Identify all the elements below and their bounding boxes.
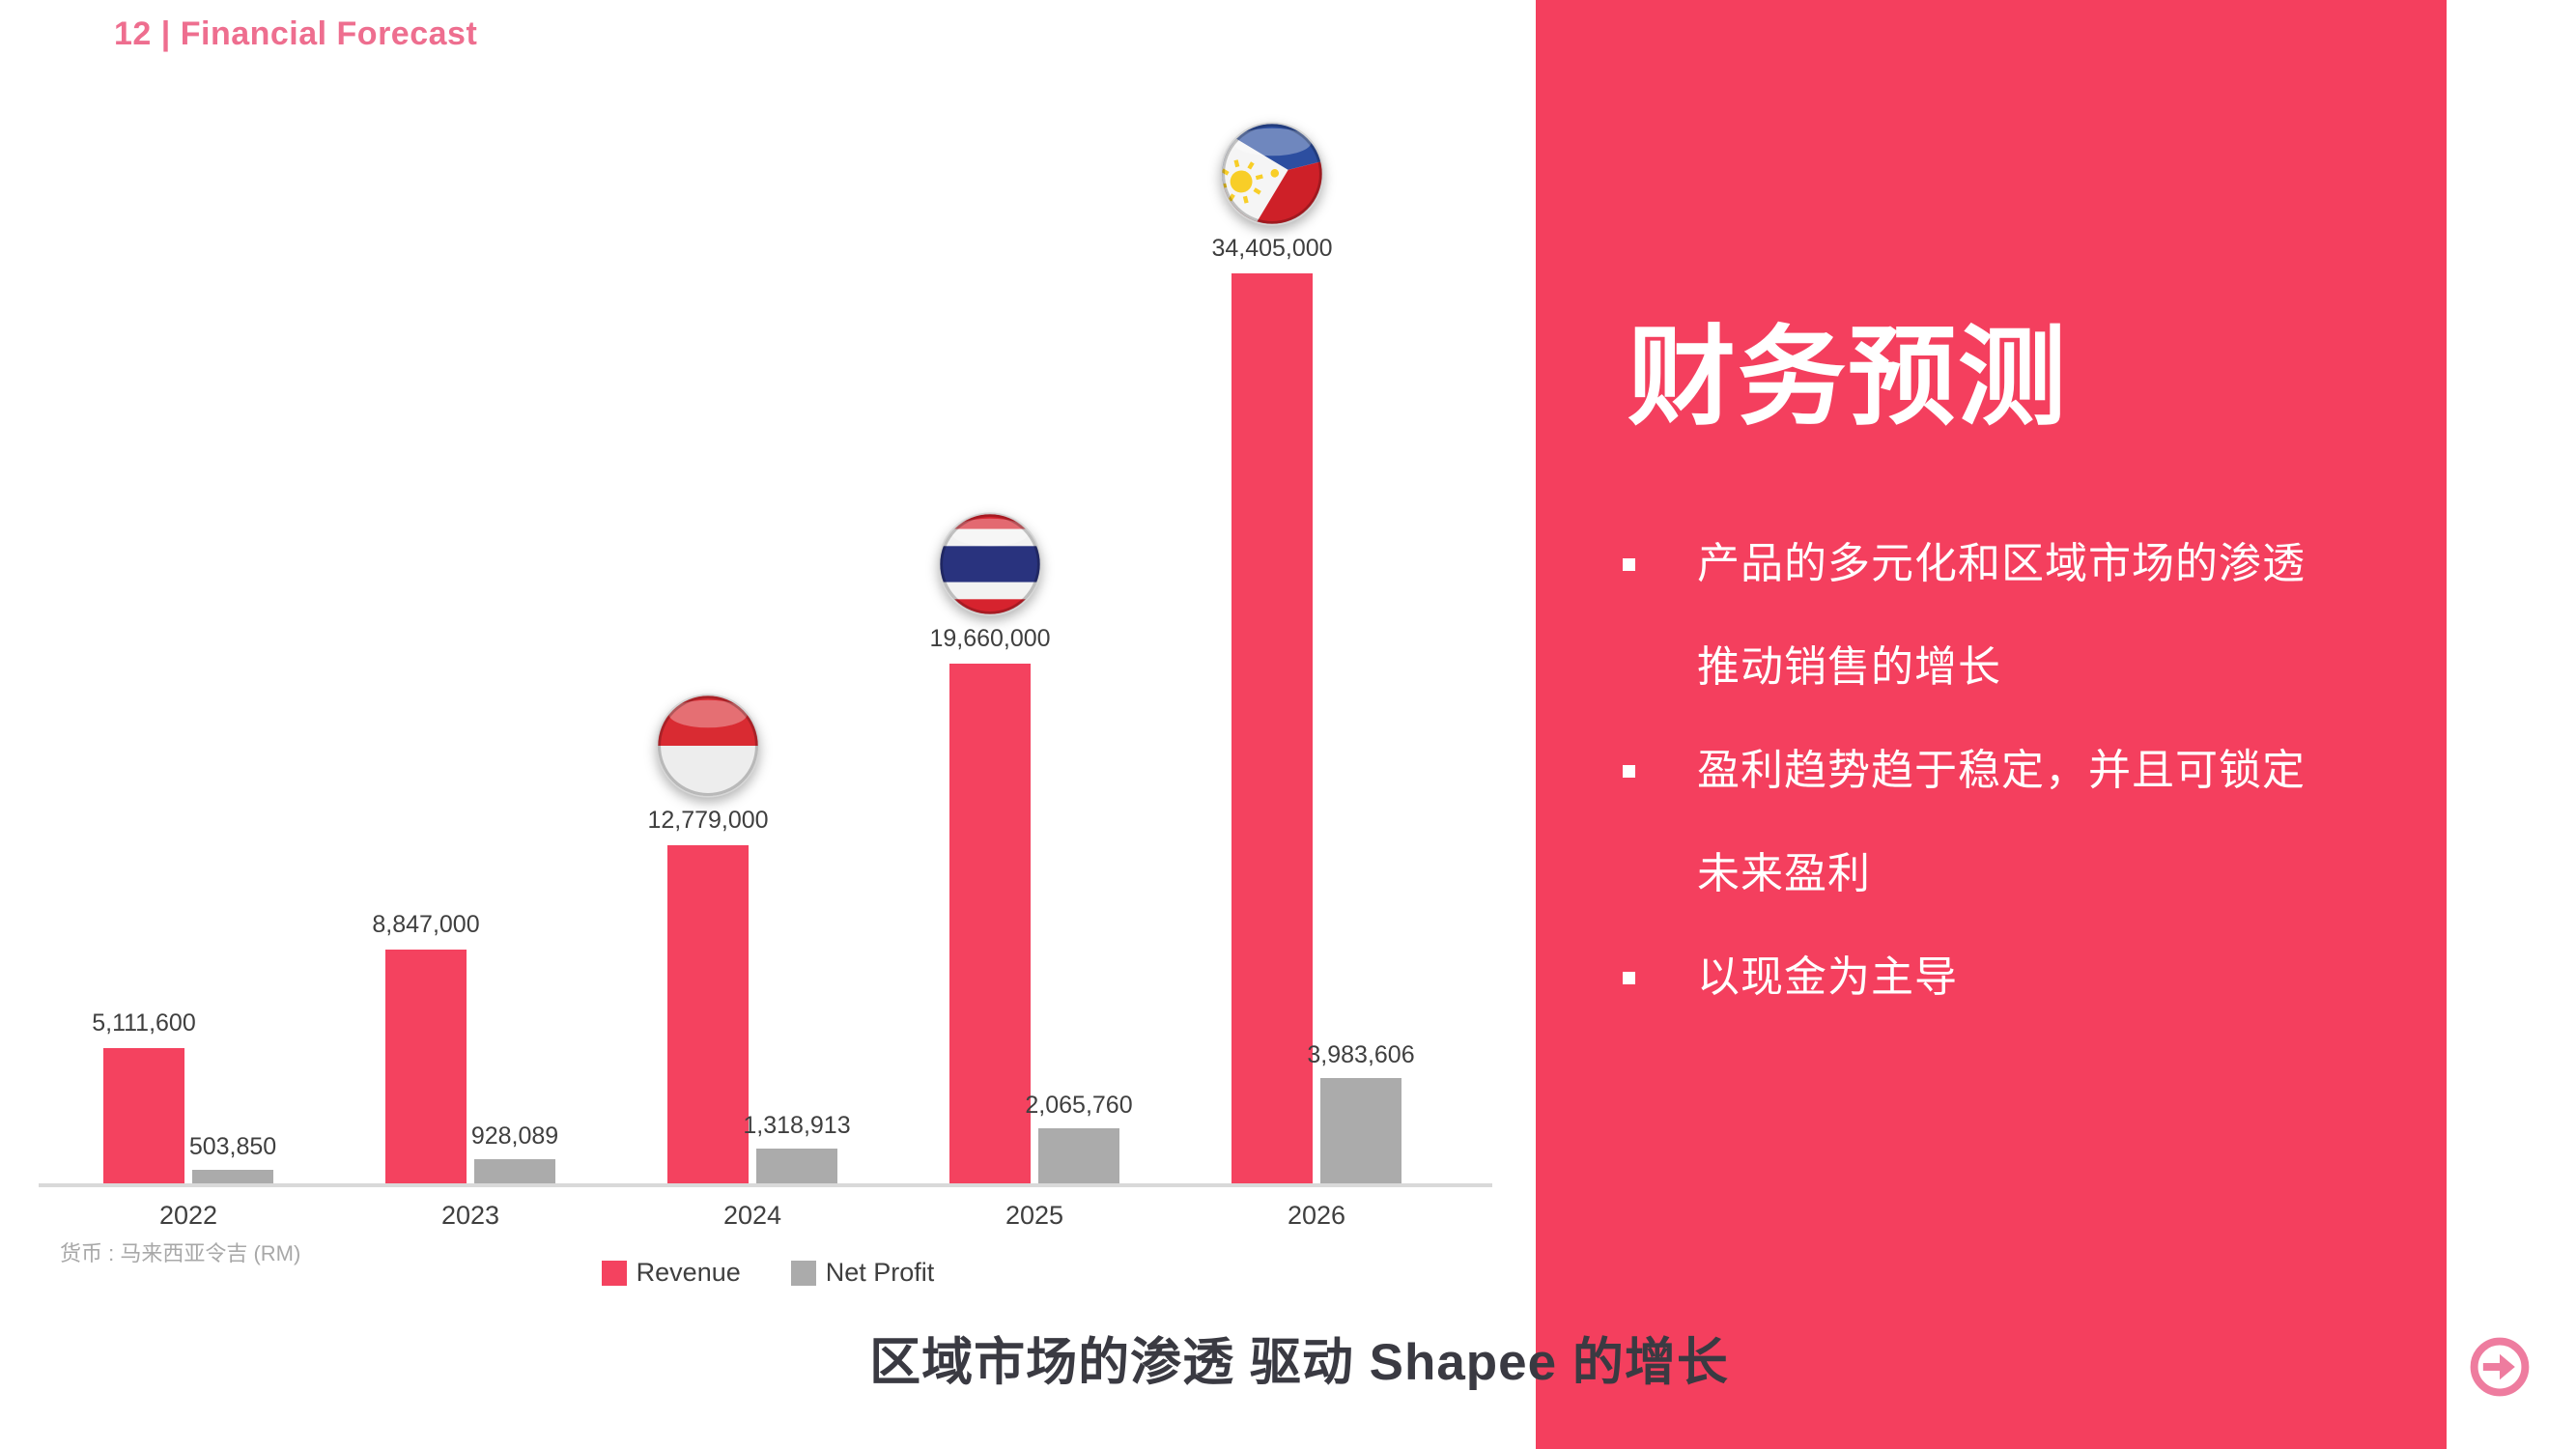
category-label: 2026 [1287, 1201, 1346, 1230]
panel-bullet: 盈利趋势趋于稳定，并且可锁定 未来盈利 [1623, 719, 2405, 925]
revenue-value-label: 12,779,000 [647, 807, 769, 834]
net-profit-value-label: 503,850 [188, 1133, 277, 1160]
panel-bullets: 产品的多元化和区域市场的渗透 推动销售的增长 盈利趋势趋于稳定，并且可锁定 未来盈利以… [1623, 512, 2405, 1029]
bullet-text: 产品的多元化和区域市场的渗透 推动销售的增长 [1697, 512, 2306, 719]
x-axis-line [39, 1183, 1492, 1187]
revenue-value-label: 19,660,000 [929, 625, 1051, 652]
bullet-line: 未来盈利 [1697, 850, 1871, 897]
revenue-bar [1231, 273, 1313, 1183]
net-profit-bar [474, 1159, 555, 1183]
net-profit-bar [1038, 1128, 1119, 1183]
legend-swatch [601, 1260, 627, 1286]
bullet-line: 产品的多元化和区域市场的渗透 [1697, 540, 2306, 587]
next-arrow-icon[interactable] [2468, 1335, 2532, 1399]
category-label: 2023 [440, 1201, 500, 1230]
revenue-value-label: 5,111,600 [92, 1009, 196, 1037]
revenue-value-label: 8,847,000 [372, 911, 480, 938]
net-profit-value-label: 2,065,760 [1025, 1092, 1133, 1119]
category-label: 2024 [722, 1201, 782, 1230]
revenue-bar [949, 664, 1031, 1183]
revenue-bar [103, 1048, 184, 1183]
net-profit-value-label: 1,318,913 [743, 1112, 851, 1139]
revenue-bar [667, 845, 749, 1183]
panel-title: 财务预测 [1628, 317, 2068, 438]
legend-label: Net Profit [825, 1258, 935, 1287]
chart-legend: Revenue Net Profit [0, 1258, 1536, 1288]
net-profit-value-label: 928,089 [470, 1122, 559, 1150]
philippines-flag-icon [1219, 121, 1325, 227]
legend-item-net-profit: Net Profit [790, 1258, 935, 1288]
bullet-text: 以现金为主导 [1697, 925, 1958, 1029]
thailand-flag-icon [937, 511, 1043, 617]
category-label: 2022 [158, 1201, 218, 1230]
side-panel [1536, 0, 2447, 1449]
net-profit-bar [756, 1149, 837, 1183]
slide-caption: 区域市场的渗透 驱动 Shapee 的增长 [869, 1334, 1729, 1391]
revenue-value-label: 34,405,000 [1211, 235, 1333, 262]
panel-bullet: 以现金为主导 [1623, 925, 2405, 1029]
indonesia-flag-icon [655, 693, 761, 799]
bullet-line: 推动销售的增长 [1697, 643, 2001, 691]
bullet-text: 盈利趋势趋于稳定，并且可锁定 未来盈利 [1697, 719, 2306, 925]
legend-label: Revenue [636, 1258, 741, 1287]
net-profit-bar [192, 1170, 273, 1183]
bullet-line: 以现金为主导 [1697, 953, 1958, 1001]
category-label: 2025 [1005, 1201, 1064, 1230]
revenue-bar [385, 950, 467, 1183]
bullet-marker-icon [1623, 972, 1635, 984]
legend-item-revenue: Revenue [601, 1258, 741, 1288]
net-profit-bar [1320, 1078, 1401, 1183]
bullet-marker-icon [1623, 558, 1635, 571]
legend-swatch [790, 1260, 816, 1286]
page-title: 12 | Financial Forecast [114, 15, 478, 52]
bullet-line: 盈利趋势趋于稳定，并且可锁定 [1697, 747, 2306, 794]
bullet-marker-icon [1623, 765, 1635, 778]
currency-note: 货币 : 马来西亚令吉 (RM) [60, 1241, 301, 1265]
panel-bullet: 产品的多元化和区域市场的渗透 推动销售的增长 [1623, 512, 2405, 719]
net-profit-value-label: 3,983,606 [1307, 1041, 1415, 1068]
